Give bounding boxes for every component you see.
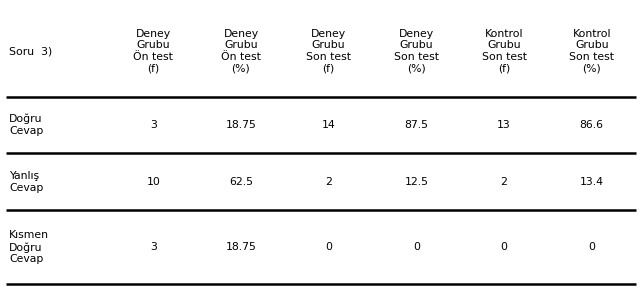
Text: Doğru
Cevap: Doğru Cevap — [9, 114, 44, 136]
Text: 10: 10 — [146, 177, 160, 187]
Text: 13.4: 13.4 — [580, 177, 603, 187]
Text: 2: 2 — [501, 177, 507, 187]
Text: 86.6: 86.6 — [580, 120, 603, 130]
Text: 0: 0 — [588, 242, 595, 252]
Text: 12.5: 12.5 — [404, 177, 428, 187]
Text: Deney
Grubu
Son test
(f): Deney Grubu Son test (f) — [306, 29, 351, 74]
Text: 62.5: 62.5 — [229, 177, 253, 187]
Text: Deney
Grubu
Son test
(%): Deney Grubu Son test (%) — [394, 29, 439, 74]
Text: Deney
Grubu
Ön test
(f): Deney Grubu Ön test (f) — [134, 29, 173, 74]
Text: 87.5: 87.5 — [404, 120, 428, 130]
Text: 2: 2 — [325, 177, 332, 187]
Text: 3: 3 — [150, 120, 157, 130]
Text: 3: 3 — [150, 242, 157, 252]
Text: Kontrol
Grubu
Son test
(%): Kontrol Grubu Son test (%) — [569, 29, 614, 74]
Text: 14: 14 — [322, 120, 336, 130]
Text: 0: 0 — [501, 242, 508, 252]
Text: Deney
Grubu
Ön test
(%): Deney Grubu Ön test (%) — [221, 29, 261, 74]
Text: Soru  3): Soru 3) — [9, 46, 53, 56]
Text: 13: 13 — [497, 120, 511, 130]
Text: Kısmen
Doğru
Cevap: Kısmen Doğru Cevap — [9, 230, 49, 264]
Text: 18.75: 18.75 — [225, 120, 256, 130]
Text: 0: 0 — [413, 242, 420, 252]
Text: 18.75: 18.75 — [225, 242, 256, 252]
Text: 0: 0 — [325, 242, 332, 252]
Text: Yanlış
Cevap: Yanlış Cevap — [9, 171, 44, 193]
Text: Kontrol
Grubu
Son test
(f): Kontrol Grubu Son test (f) — [482, 29, 526, 74]
